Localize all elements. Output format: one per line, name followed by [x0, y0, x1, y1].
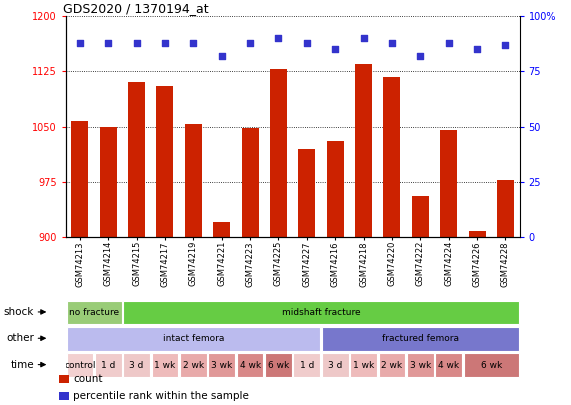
- Text: 4 wk: 4 wk: [239, 360, 260, 370]
- Text: midshaft fracture: midshaft fracture: [282, 308, 360, 317]
- Point: [472, 46, 481, 53]
- Point: [501, 42, 510, 48]
- Point: [246, 39, 255, 46]
- Text: 1 d: 1 d: [101, 360, 115, 370]
- Bar: [213, 222, 230, 237]
- Bar: [350, 354, 377, 377]
- Point: [302, 39, 311, 46]
- Bar: [440, 130, 457, 237]
- Bar: [237, 354, 263, 377]
- Text: 3 wk: 3 wk: [409, 360, 431, 370]
- Text: 6 wk: 6 wk: [268, 360, 289, 370]
- Point: [75, 39, 85, 46]
- Point: [160, 39, 170, 46]
- Point: [359, 35, 368, 42]
- Bar: [66, 327, 320, 350]
- Bar: [298, 149, 315, 237]
- Bar: [100, 126, 116, 237]
- Bar: [123, 301, 519, 324]
- Bar: [59, 392, 69, 400]
- Text: count: count: [73, 375, 103, 384]
- Bar: [180, 354, 207, 377]
- Bar: [66, 354, 93, 377]
- Bar: [497, 179, 514, 237]
- Bar: [293, 354, 320, 377]
- Text: time: time: [10, 360, 34, 370]
- Text: intact femora: intact femora: [163, 334, 224, 343]
- Text: percentile rank within the sample: percentile rank within the sample: [73, 391, 249, 401]
- Bar: [464, 354, 519, 377]
- Text: 2 wk: 2 wk: [183, 360, 204, 370]
- Point: [331, 46, 340, 53]
- Bar: [66, 301, 122, 324]
- Bar: [265, 354, 292, 377]
- Text: other: other: [6, 333, 34, 343]
- Bar: [327, 141, 344, 237]
- Point: [274, 35, 283, 42]
- Text: 4 wk: 4 wk: [438, 360, 459, 370]
- Bar: [59, 375, 69, 384]
- Point: [387, 39, 396, 46]
- Bar: [322, 327, 519, 350]
- Text: control: control: [64, 360, 95, 370]
- Bar: [208, 354, 235, 377]
- Bar: [95, 354, 122, 377]
- Point: [189, 39, 198, 46]
- Bar: [152, 354, 178, 377]
- Bar: [156, 86, 174, 237]
- Bar: [407, 354, 433, 377]
- Bar: [270, 69, 287, 237]
- Bar: [384, 77, 400, 237]
- Bar: [355, 64, 372, 237]
- Text: 2 wk: 2 wk: [381, 360, 403, 370]
- Text: GDS2020 / 1370194_at: GDS2020 / 1370194_at: [63, 2, 209, 15]
- Text: 1 wk: 1 wk: [154, 360, 176, 370]
- Bar: [469, 231, 485, 237]
- Text: fractured femora: fractured femora: [382, 334, 459, 343]
- Bar: [123, 354, 150, 377]
- Bar: [412, 196, 429, 237]
- Bar: [379, 354, 405, 377]
- Point: [416, 53, 425, 59]
- Bar: [71, 122, 89, 237]
- Bar: [322, 354, 348, 377]
- Text: 6 wk: 6 wk: [481, 360, 502, 370]
- Point: [104, 39, 113, 46]
- Bar: [242, 128, 259, 237]
- Bar: [128, 83, 145, 237]
- Text: 1 d: 1 d: [300, 360, 314, 370]
- Text: 3 wk: 3 wk: [211, 360, 232, 370]
- Bar: [435, 354, 462, 377]
- Text: 3 d: 3 d: [328, 360, 343, 370]
- Text: no fracture: no fracture: [69, 308, 119, 317]
- Point: [444, 39, 453, 46]
- Text: shock: shock: [4, 307, 34, 317]
- Point: [217, 53, 226, 59]
- Text: 3 d: 3 d: [130, 360, 144, 370]
- Point: [132, 39, 141, 46]
- Bar: [185, 124, 202, 237]
- Text: 1 wk: 1 wk: [353, 360, 374, 370]
